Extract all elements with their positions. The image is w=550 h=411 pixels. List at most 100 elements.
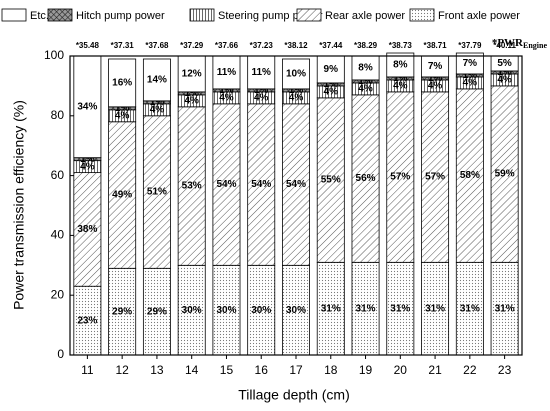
value-label: 4%: [393, 81, 408, 92]
value-label: 1%: [219, 85, 234, 96]
y-tick-label: 60: [51, 168, 65, 182]
x-tick-label: 12: [115, 363, 129, 377]
value-label: 31%: [390, 303, 410, 314]
value-label: 1%: [254, 85, 269, 96]
value-label: 31%: [425, 303, 445, 314]
value-label: 9%: [324, 64, 339, 75]
value-label: 1%: [150, 97, 165, 108]
x-tick-label: 22: [463, 363, 477, 377]
legend-label: Front axle power: [438, 10, 520, 22]
value-label: 54%: [251, 179, 271, 190]
value-label: 30%: [216, 305, 236, 316]
value-label: 4%: [254, 93, 269, 104]
y-tick-label: 80: [51, 108, 65, 122]
top-label: *37.44: [319, 41, 343, 50]
bar-segment: [421, 91, 450, 263]
legend-label: Rear axle power: [325, 10, 405, 22]
bar-segment: [177, 55, 206, 93]
bar-segment: [177, 264, 206, 356]
x-tick-label: 20: [394, 363, 408, 377]
top-label: *38.29: [354, 41, 378, 50]
value-label: 54%: [216, 179, 236, 190]
value-label: 14%: [147, 75, 167, 86]
y-tick-label: 20: [51, 287, 65, 301]
y-tick-label: 0: [57, 347, 64, 361]
legend-label: Etc.: [30, 10, 49, 22]
bar-segment: [73, 55, 102, 159]
value-label: 1%: [80, 154, 95, 165]
value-label: 1%: [463, 70, 478, 81]
annotation-text: *PWR: [492, 37, 524, 49]
value-label: 31%: [321, 303, 341, 314]
x-tick-label: 16: [255, 363, 269, 377]
value-label: 38%: [77, 224, 97, 235]
value-label: 4%: [358, 84, 373, 95]
value-label: 1%: [497, 67, 512, 78]
bar-segment: [455, 52, 484, 75]
legend-swatch: [1, 8, 27, 22]
value-label: 8%: [393, 60, 408, 71]
value-label: 49%: [112, 190, 132, 201]
x-tick-label: 18: [324, 363, 338, 377]
value-label: 31%: [356, 303, 376, 314]
bar-segment: [282, 264, 310, 356]
value-label: 54%: [286, 179, 306, 190]
bar-segment: [386, 52, 415, 78]
value-label: 4%: [219, 93, 234, 104]
value-label: 4%: [150, 104, 165, 115]
x-tick-label: 15: [220, 363, 234, 377]
value-label: 1%: [393, 73, 408, 84]
bar-segment: [316, 97, 345, 263]
y-axis-title: Power transmission efficiency (%): [11, 100, 27, 310]
value-label: 10%: [286, 69, 306, 80]
top-label: *40.11: [493, 41, 516, 50]
x-tick-label: 14: [185, 363, 199, 377]
top-label: *37.29: [180, 41, 204, 50]
bar-segment: [316, 261, 345, 356]
bar-segment: [142, 267, 171, 356]
value-label: 7%: [428, 61, 443, 72]
x-axis-title: Tillage depth (cm): [238, 387, 350, 403]
bar-segment: [142, 58, 171, 102]
top-label: *37.79: [458, 41, 482, 50]
value-label: 7%: [463, 58, 478, 69]
y-tick-label: 100: [44, 48, 64, 62]
x-tick-label: 19: [359, 363, 373, 377]
top-label: *38.73: [389, 41, 413, 50]
value-label: 1%: [358, 76, 373, 87]
top-label: *38.71: [424, 41, 448, 50]
bar-segment: [108, 58, 137, 108]
value-label: 8%: [358, 63, 373, 74]
top-label: *37.66: [215, 41, 239, 50]
value-label: 1%: [184, 88, 199, 99]
value-label: 30%: [286, 305, 306, 316]
value-label: 30%: [251, 305, 271, 316]
value-label: 34%: [77, 101, 97, 112]
bar-segment: [247, 55, 276, 90]
value-label: 51%: [147, 187, 167, 198]
x-tick-label: 11: [81, 363, 94, 377]
top-label: *37.31: [111, 41, 135, 50]
bar-segment: [73, 285, 102, 356]
value-label: 1%: [324, 79, 339, 90]
bar-segment: [142, 115, 171, 269]
bar-segment: [316, 55, 345, 84]
top-label: *38.12: [284, 41, 308, 50]
value-label: 55%: [321, 175, 341, 186]
x-tick-label: 23: [498, 363, 512, 377]
value-label: 4%: [428, 81, 443, 92]
x-tick-label: 21: [428, 363, 442, 377]
bar-segment: [282, 58, 310, 90]
value-label: 59%: [495, 169, 515, 180]
value-label: 31%: [460, 303, 480, 314]
value-label: 4%: [497, 75, 512, 86]
value-label: 23%: [77, 315, 97, 326]
bar-segment: [247, 103, 276, 266]
value-label: 12%: [182, 69, 202, 80]
value-label: 11%: [217, 67, 237, 78]
legend-swatch: [409, 8, 435, 22]
value-label: 53%: [182, 181, 202, 192]
bar-segment: [108, 267, 137, 356]
x-tick-label: 13: [150, 363, 164, 377]
bar-segment: [455, 88, 484, 263]
